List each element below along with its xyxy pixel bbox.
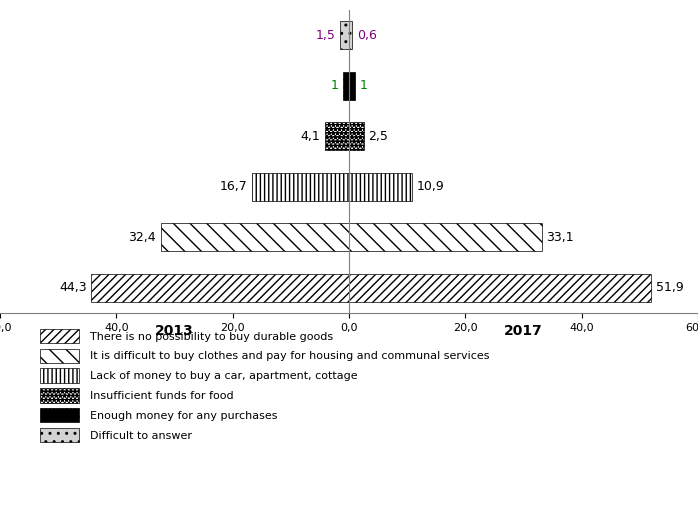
Bar [91,274,349,301]
Bar [252,173,349,200]
Legend: There is no possibility to buy durable goods, It is difficult to buy clothes and: There is no possibility to buy durable g… [40,329,490,442]
Text: 2013: 2013 [155,324,194,338]
Bar [343,72,349,99]
Text: 51,9: 51,9 [655,281,683,294]
Text: 1: 1 [359,79,367,92]
Bar [349,274,651,301]
Text: 4,1: 4,1 [301,130,320,143]
Text: 16,7: 16,7 [219,180,247,193]
Text: 1,5: 1,5 [315,29,336,42]
Bar [349,224,542,251]
Text: 32,4: 32,4 [128,231,156,244]
Text: 0,6: 0,6 [357,29,377,42]
Bar [161,224,349,251]
Text: 10,9: 10,9 [417,180,445,193]
Bar [325,122,349,150]
Bar [349,173,413,200]
Bar [349,122,364,150]
Text: 2,5: 2,5 [369,130,388,143]
Text: 44,3: 44,3 [59,281,87,294]
Text: 1: 1 [331,79,339,92]
Bar [349,22,352,49]
Text: 2017: 2017 [504,324,543,338]
Text: 33,1: 33,1 [546,231,574,244]
Bar [349,72,355,99]
Bar [340,22,349,49]
